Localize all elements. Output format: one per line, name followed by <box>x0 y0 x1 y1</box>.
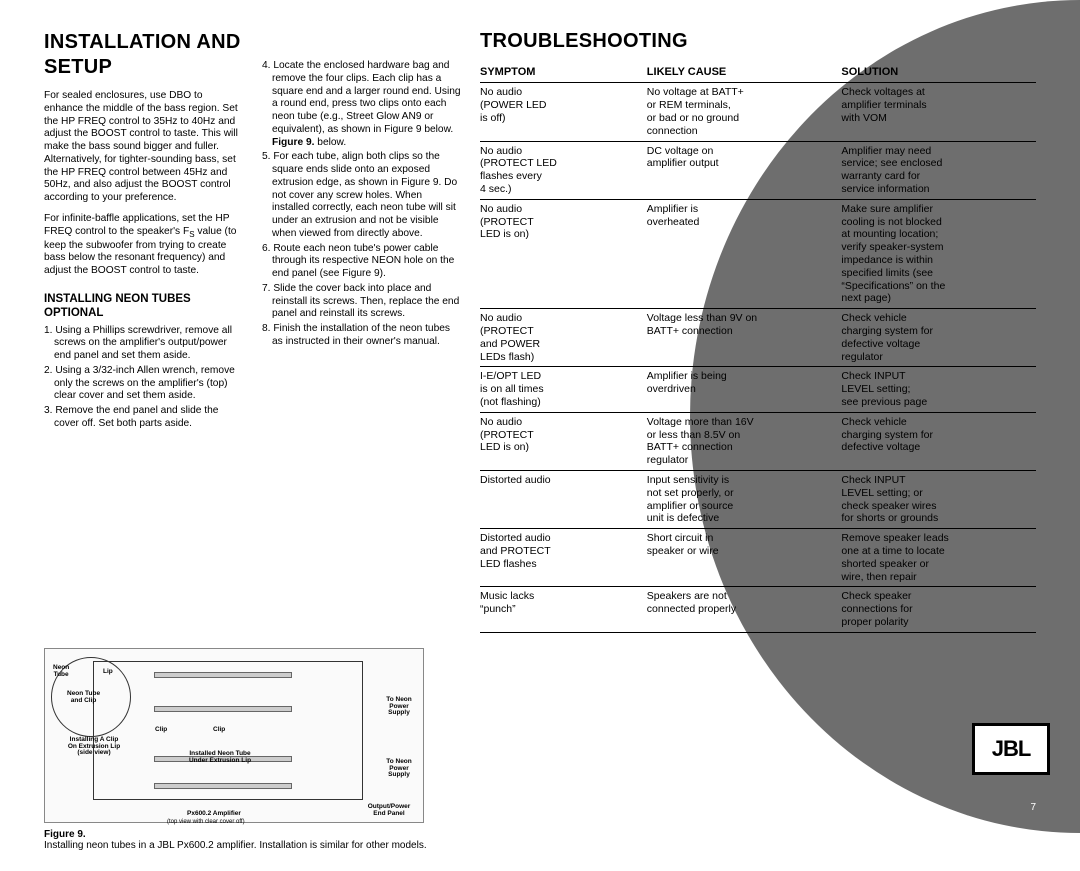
table-cell: Check vehiclecharging system fordefectiv… <box>841 309 1036 367</box>
jbl-logo: JBL <box>972 723 1050 775</box>
table-cell: I-E/OPT LEDis on all times(not flashing) <box>480 367 647 412</box>
table-cell: Distorted audio <box>480 470 647 528</box>
table-cell: Distorted audioand PROTECTLED flashes <box>480 529 647 587</box>
th-symptom: SYMPTOM <box>480 63 647 83</box>
step-4: 4. Locate the enclosed hardware bag and … <box>262 60 462 149</box>
table-cell: Amplifier is beingoverdriven <box>647 367 842 412</box>
table-cell: Check INPUTLEVEL setting; orcheck speake… <box>841 470 1036 528</box>
table-row: Distorted audioInput sensitivity isnot s… <box>480 470 1036 528</box>
install-heading: INSTALLATION AND SETUP <box>44 30 244 80</box>
table-cell: Input sensitivity isnot set properly, or… <box>647 470 842 528</box>
table-cell: No audio(PROTECTand POWERLEDs flash) <box>480 309 647 367</box>
page-number: 7 <box>1030 802 1036 813</box>
d-clip2: Clip <box>213 727 225 734</box>
table-cell: Voltage more than 16Vor less than 8.5V o… <box>647 412 842 470</box>
table-cell: No audio(PROTECTLED is on) <box>480 199 647 308</box>
d-neon1: To NeonPowerSupply <box>379 697 419 717</box>
d-tube-clip: Neon Tubeand Clip <box>67 691 100 705</box>
d-neon-tube: NeonTube <box>53 665 69 679</box>
table-cell: Music lacks“punch” <box>480 587 647 632</box>
step-3: 3. Remove the end panel and slide the co… <box>44 405 244 431</box>
install-column-1: INSTALLATION AND SETUP For sealed enclos… <box>44 30 244 633</box>
trouble-table: SYMPTOM LIKELY CAUSE SOLUTION No audio(P… <box>480 63 1036 633</box>
figure-caption: Figure 9. Installing neon tubes in a JBL… <box>44 829 464 851</box>
table-cell: Short circuit inspeaker or wire <box>647 529 842 587</box>
table-row: I-E/OPT LEDis on all times(not flashing)… <box>480 367 1036 412</box>
step-8: 8. Finish the installation of the neon t… <box>262 323 462 349</box>
d-panel: Output/PowerEnd Panel <box>359 804 419 818</box>
table-cell: Speakers are notconnected properly <box>647 587 842 632</box>
troubleshoot-column: TROUBLESHOOTING SYMPTOM LIKELY CAUSE SOL… <box>480 30 1036 633</box>
step-1: 1. Using a Phillips screwdriver, remove … <box>44 325 244 363</box>
step-2: 2. Using a 3/32-inch Allen wrench, remov… <box>44 365 244 403</box>
table-cell: Remove speaker leadsone at a time to loc… <box>841 529 1036 587</box>
trouble-heading: TROUBLESHOOTING <box>480 30 1036 53</box>
table-cell: No audio(PROTECT LEDflashes every4 sec.) <box>480 141 647 199</box>
table-row: No audio(POWER LEDis off)No voltage at B… <box>480 83 1036 141</box>
d-amp-sub: (top view with clear cover off) <box>167 819 245 825</box>
table-cell: Amplifier isoverheated <box>647 199 842 308</box>
table-row: Music lacks“punch”Speakers are notconnec… <box>480 587 1036 632</box>
page-content: INSTALLATION AND SETUP For sealed enclos… <box>0 0 1080 871</box>
table-cell: No voltage at BATT+or REM terminals,or b… <box>647 83 842 141</box>
table-cell: No audio(PROTECTLED is on) <box>480 412 647 470</box>
table-row: Distorted audioand PROTECTLED flashesSho… <box>480 529 1036 587</box>
table-row: No audio(PROTECTLED is on)Voltage more t… <box>480 412 1036 470</box>
table-cell: Check vehiclecharging system fordefectiv… <box>841 412 1036 470</box>
table-cell: Check speakerconnections forproper polar… <box>841 587 1036 632</box>
neon-subhead: INSTALLING NEON TUBES OPTIONAL <box>44 292 244 321</box>
figure-9-diagram: NeonTube Neon Tubeand Clip Lip Installin… <box>44 648 424 823</box>
steps-left: 1. Using a Phillips screwdriver, remove … <box>44 325 244 431</box>
table-cell: Voltage less than 9V onBATT+ connection <box>647 309 842 367</box>
table-cell: Make sure amplifiercooling is not blocke… <box>841 199 1036 308</box>
step-5: 5. For each tube, align both clips so th… <box>262 151 462 240</box>
install-column-2: 4. Locate the enclosed hardware bag and … <box>262 30 462 633</box>
table-cell: DC voltage onamplifier output <box>647 141 842 199</box>
table-row: No audio(PROTECTand POWERLEDs flash)Volt… <box>480 309 1036 367</box>
d-amp: Px600.2 Amplifier <box>187 811 241 818</box>
d-clip-install: Installing A ClipOn Extrusion Lip(side v… <box>59 737 129 757</box>
table-row: No audio(PROTECT LEDflashes every4 sec.)… <box>480 141 1036 199</box>
table-cell: Check voltages atamplifier terminalswith… <box>841 83 1036 141</box>
table-row: No audio(PROTECTLED is on)Amplifier isov… <box>480 199 1036 308</box>
th-solution: SOLUTION <box>841 63 1036 83</box>
table-cell: Amplifier may needservice; see enclosedw… <box>841 141 1036 199</box>
d-installed: Installed Neon TubeUnder Extrusion Lip <box>165 751 275 765</box>
d-lip: Lip <box>103 669 113 676</box>
step-7: 7. Slide the cover back into place and r… <box>262 283 462 321</box>
d-clip1: Clip <box>155 727 167 734</box>
install-p2: For infinite-baffle applications, set th… <box>44 213 244 278</box>
table-cell: Check INPUTLEVEL setting;see previous pa… <box>841 367 1036 412</box>
steps-mid: 4. Locate the enclosed hardware bag and … <box>262 60 462 349</box>
install-p1: For sealed enclosures, use DBO to enhanc… <box>44 90 244 205</box>
step-6: 6. Route each neon tube's power cable th… <box>262 243 462 281</box>
table-cell: No audio(POWER LEDis off) <box>480 83 647 141</box>
d-neon2: To NeonPowerSupply <box>379 759 419 779</box>
th-cause: LIKELY CAUSE <box>647 63 842 83</box>
